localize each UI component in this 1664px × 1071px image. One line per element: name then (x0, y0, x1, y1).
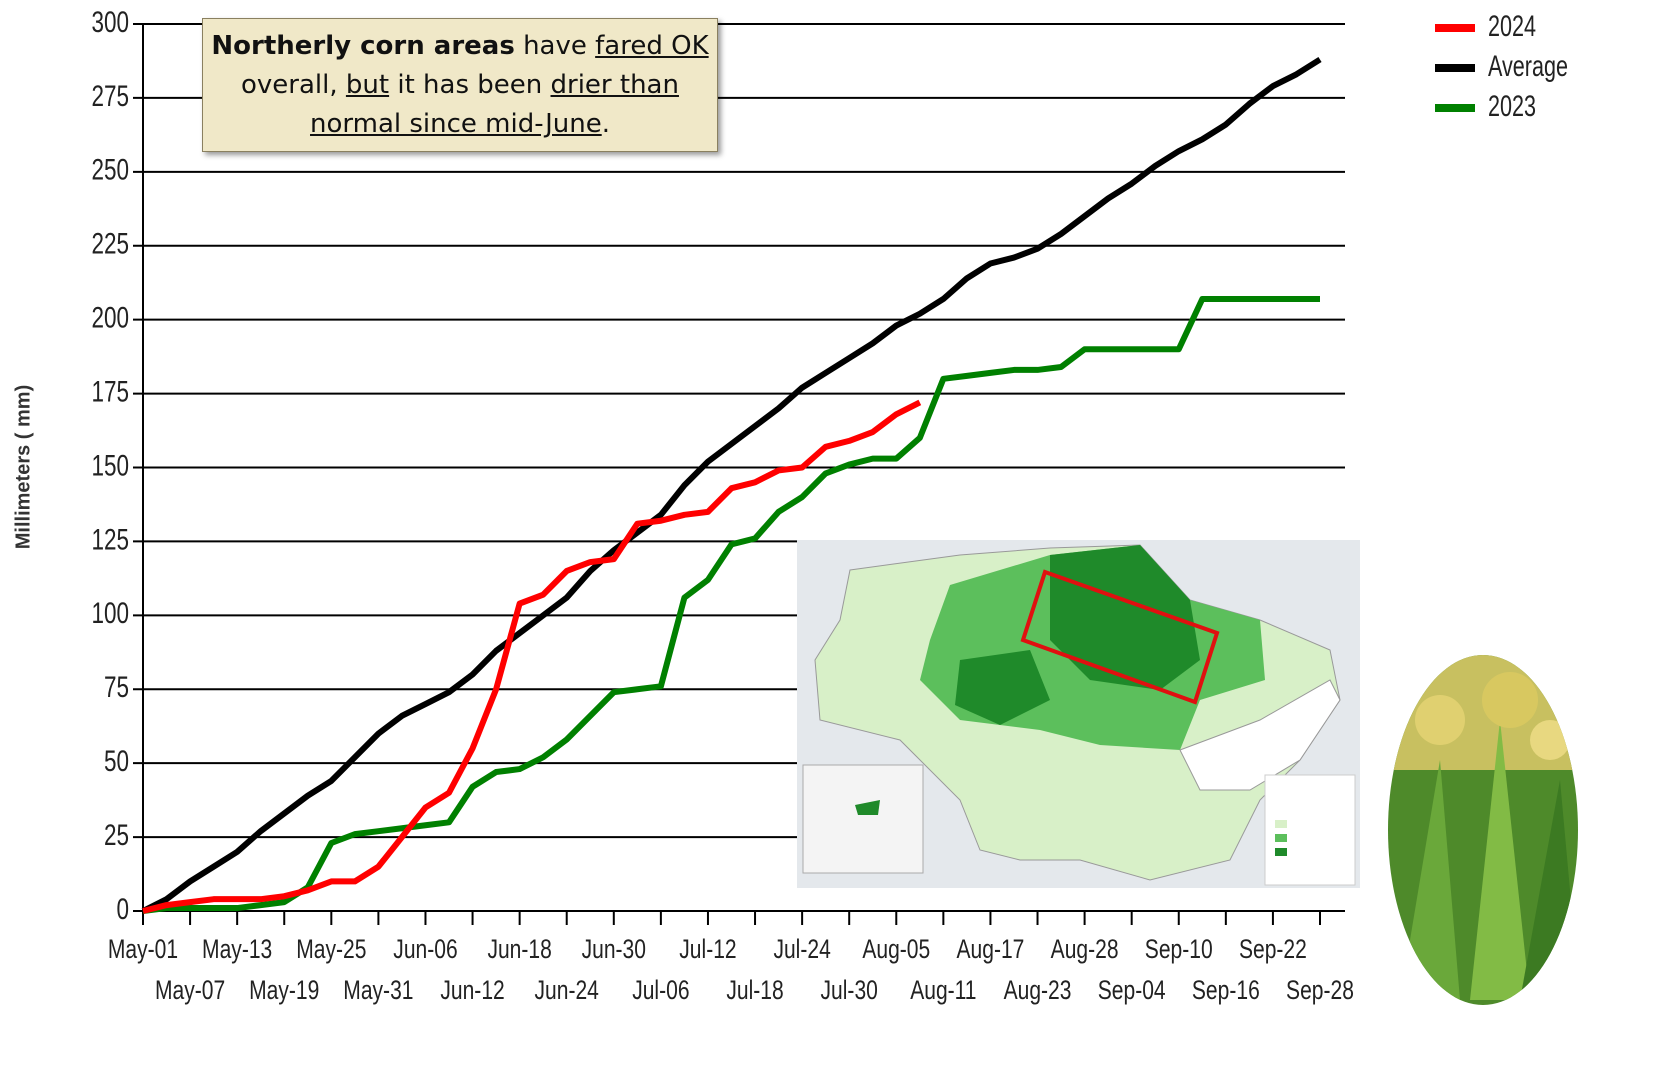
map-inset (797, 540, 1360, 888)
legend-label: 2023 (1488, 88, 1536, 122)
annotation-segment: drier than normal since mid-June (310, 70, 679, 139)
legend-label: 2024 (1488, 8, 1536, 42)
x-tick-label: Aug-05 (862, 935, 930, 965)
x-tick-label: Aug-23 (1004, 976, 1072, 1006)
x-tick-label: Aug-28 (1051, 935, 1119, 965)
x-tick-label: Aug-11 (910, 976, 976, 1006)
x-tick-label: May-13 (202, 935, 272, 965)
y-tick-label: 150 (91, 448, 129, 482)
annotation-segment: . (601, 109, 610, 139)
corn-image (1388, 655, 1578, 1005)
x-tick-label: Sep-04 (1098, 976, 1166, 1006)
x-tick-label: Jul-06 (632, 976, 689, 1006)
legend-label: Average (1488, 48, 1568, 82)
annotation-segment: Northerly corn areas (211, 31, 515, 61)
x-tick-label: Jun-18 (487, 935, 551, 965)
x-tick-label: Jun-12 (440, 976, 504, 1006)
x-tick-label: Aug-17 (956, 935, 1024, 965)
y-axis-label: Millimeters ( mm) (12, 385, 34, 549)
annotation-segment: fared OK (595, 31, 709, 61)
x-tick-label: Sep-16 (1192, 976, 1260, 1006)
x-tick-label: Jun-24 (535, 976, 599, 1006)
y-tick-label: 125 (91, 522, 129, 556)
x-tick-label: Sep-22 (1239, 935, 1307, 965)
x-tick-label: May-25 (296, 935, 366, 965)
x-tick-label: Jun-30 (582, 935, 646, 965)
x-tick-label: May-01 (108, 935, 178, 965)
series-line (142, 295, 1320, 914)
y-tick-label: 225 (91, 227, 129, 261)
series-line (142, 399, 922, 914)
x-tick-label: Jul-18 (726, 976, 783, 1006)
y-tick-label: 75 (104, 670, 129, 704)
x-tick-label: Jul-12 (679, 935, 736, 965)
annotation: Northerly corn areas have fared OK overa… (202, 18, 718, 152)
y-tick-label: 50 (104, 744, 129, 778)
x-tick-label: May-19 (249, 976, 319, 1006)
x-tick-label: Sep-28 (1286, 976, 1354, 1006)
y-tick-label: 0 (116, 892, 129, 926)
y-tick-label: 100 (91, 596, 129, 630)
annotation-segment: it has been (397, 70, 543, 100)
x-tick-label: Jun-06 (393, 935, 457, 965)
annotation-segment: have (523, 31, 587, 61)
y-tick-label: 300 (91, 5, 129, 39)
y-tick-label: 275 (91, 79, 129, 113)
y-tick-label: 250 (91, 153, 129, 187)
x-tick-label: Jul-24 (773, 935, 830, 965)
y-tick-label: 175 (91, 374, 129, 408)
x-tick-label: May-07 (155, 976, 225, 1006)
x-tick-label: Jul-30 (821, 976, 878, 1006)
y-tick-label: 25 (104, 818, 129, 852)
x-tick-label: Sep-10 (1145, 935, 1213, 965)
x-tick-label: May-31 (343, 976, 413, 1006)
series-line (141, 56, 1322, 914)
annotation-segment: but (345, 70, 390, 100)
y-tick-label: 200 (91, 300, 129, 334)
annotation-segment: overall, (241, 70, 338, 100)
